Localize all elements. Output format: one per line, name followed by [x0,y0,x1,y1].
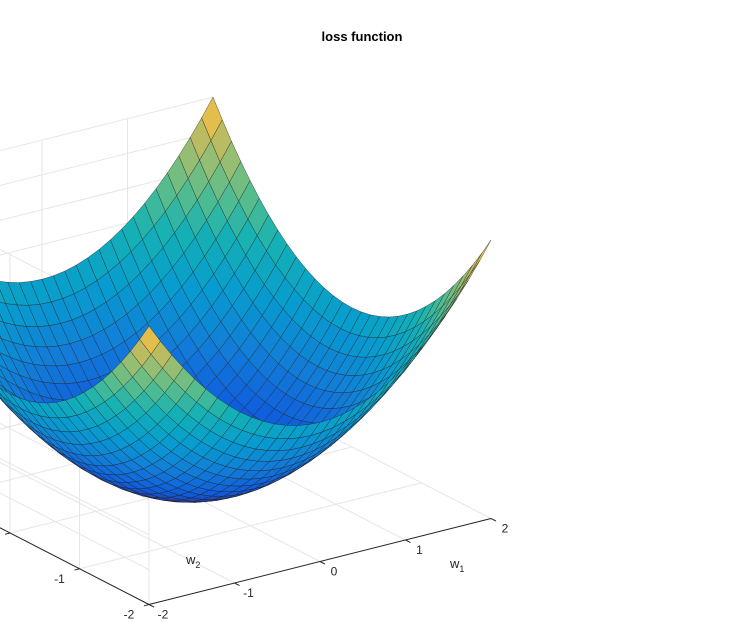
x-tick-mark [319,561,326,565]
x-tick-label: -1 [243,586,254,600]
y-tick-mark [74,568,80,571]
surface-patch [460,253,482,287]
surface-patch [451,264,473,297]
y-axis-label: w2 [185,552,200,570]
x-tick-mark [405,539,411,544]
y-tick-label: -2 [124,608,135,622]
surface-mesh [0,96,492,503]
x-tick-label: 2 [502,522,509,536]
x-tick-mark [490,518,497,522]
surface-patch [378,371,401,397]
x-axis-label-sub: 1 [459,564,464,574]
x-tick-label: 1 [416,543,423,557]
y-axis-label-base: w [185,552,196,567]
surface-patch [470,239,492,275]
x-tick-label: -2 [158,608,169,622]
y-tick-mark [4,532,11,535]
x-tick-mark [234,582,240,587]
axes [0,518,497,608]
x-axis-label: w1 [449,556,464,574]
y-axis-label-sub: 2 [195,560,200,570]
x-axis-label-base: w [449,556,460,571]
x-tick-mark [148,604,155,608]
tick-labels: -2-1012210-1-2012345678 [54,522,509,622]
x-tick-label: 0 [331,565,338,579]
y-tick-label: -1 [54,572,65,586]
gridline [79,482,422,570]
chart-title: loss function [322,29,403,44]
y-tick-mark [143,604,150,607]
